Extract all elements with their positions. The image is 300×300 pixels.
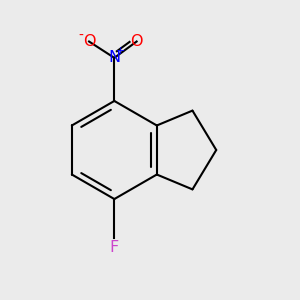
Text: F: F [110,240,119,255]
Text: N: N [108,50,120,65]
Text: +: + [116,46,126,56]
Text: O: O [130,34,143,49]
Text: -: - [78,29,83,43]
Text: O: O [83,34,95,49]
